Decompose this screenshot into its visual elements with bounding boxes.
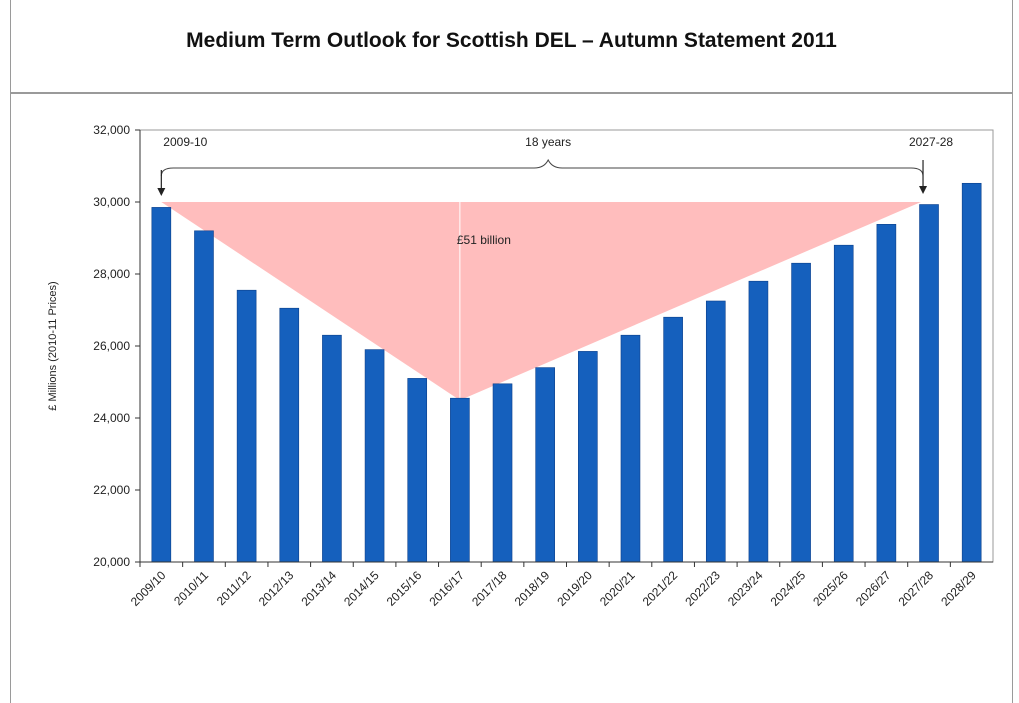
- x-tick-label: 2009/10: [128, 568, 169, 609]
- bar-2025-26: [833, 244, 854, 563]
- bar-2020-21: [620, 334, 641, 563]
- x-tick-label: 2013/14: [298, 568, 339, 609]
- bar-2022-23: [705, 300, 726, 563]
- bar-2017-18: [492, 383, 513, 563]
- x-tick-label: 2015/16: [384, 568, 425, 609]
- bar-2023-24: [748, 280, 769, 563]
- x-tick-label: 2017/18: [469, 568, 510, 609]
- y-tick-label: 26,000: [93, 339, 130, 353]
- x-tick-label: 2011/12: [214, 568, 254, 608]
- x-tick-label: 2010/11: [171, 568, 211, 608]
- bar-2018-19: [535, 367, 555, 563]
- y-tick-label: 32,000: [93, 123, 130, 137]
- start-arrow-head: [157, 188, 166, 196]
- bar-2026-27: [876, 224, 897, 563]
- x-tick-label: 2016/17: [426, 568, 467, 609]
- bar-2013-14: [322, 334, 342, 563]
- x-tick-label: 2012/13: [256, 568, 297, 609]
- title-bar: Medium Term Outlook for Scottish DEL – A…: [11, 0, 1012, 94]
- x-tick-label: 2028/29: [938, 568, 979, 609]
- y-tick-label: 22,000: [93, 483, 130, 497]
- shaded-gap-area: [161, 202, 922, 401]
- bar-2027-28: [919, 204, 939, 563]
- y-tick-label: 24,000: [93, 411, 130, 425]
- bar-2011-12: [236, 289, 257, 563]
- x-tick-label: 2026/27: [853, 568, 894, 609]
- bar-2021-22: [663, 316, 683, 563]
- bar-2028-29: [961, 182, 982, 563]
- x-tick-label: 2023/24: [725, 568, 766, 609]
- y-axis-label: £ Millions (2010-11 Prices): [47, 281, 59, 410]
- x-tick-label: 2024/25: [768, 568, 809, 609]
- shaded-area-layer: [161, 202, 922, 401]
- span-years-label: 18 years: [525, 135, 571, 149]
- x-tick-label: 2020/21: [597, 568, 638, 609]
- gap-amount-label: £51 billion: [457, 233, 511, 247]
- bar-2012-13: [279, 307, 300, 563]
- bar-2019-20: [578, 351, 598, 563]
- bar-2016-17: [450, 397, 470, 563]
- bar-2014-15: [364, 349, 385, 563]
- x-tick-label: 2014/15: [341, 568, 382, 609]
- bar-2010-11: [194, 230, 214, 563]
- annotation-layer: 2009-10 2027-28 18 years £51 billion: [157, 135, 953, 247]
- bar-2024-25: [791, 262, 811, 563]
- bar-2009-10: [151, 207, 172, 563]
- x-tick-label: 2018/19: [512, 568, 553, 609]
- x-tick-label: 2019/20: [554, 568, 595, 609]
- x-tick-label: 2027/28: [896, 568, 937, 609]
- y-tick-label: 30,000: [93, 195, 130, 209]
- y-tick-label: 28,000: [93, 267, 130, 281]
- span-brace: [160, 158, 924, 177]
- start-year-label: 2009-10: [163, 135, 207, 149]
- x-tick-label: 2025/26: [810, 568, 851, 609]
- y-tick-label: 20,000: [93, 555, 130, 569]
- end-year-label: 2027-28: [909, 135, 953, 149]
- chart-title: Medium Term Outlook for Scottish DEL – A…: [186, 29, 837, 52]
- x-tick-label: 2021/22: [640, 568, 681, 609]
- x-tick-label: 2022/23: [682, 568, 723, 609]
- end-arrow-head: [919, 186, 928, 194]
- bar-2015-16: [407, 378, 428, 563]
- bars-layer: [151, 182, 982, 563]
